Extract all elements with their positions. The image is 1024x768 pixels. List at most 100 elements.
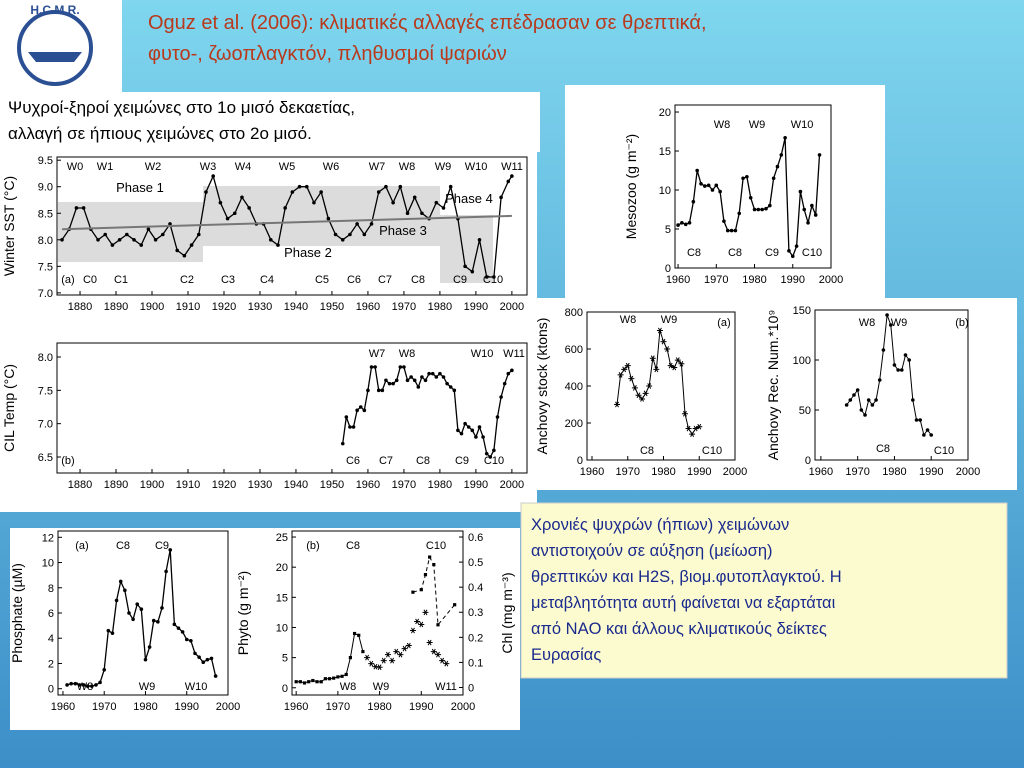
point (434, 200, 439, 205)
x-tick-label: 1990 (919, 466, 943, 478)
point (463, 264, 467, 269)
point (477, 238, 482, 242)
annotation: C10 (934, 445, 954, 457)
note-text: μεταβλητότητα αυτή φαίνεται να εξαρτάται (531, 594, 836, 612)
point (380, 388, 385, 393)
annotation: W11 (435, 681, 457, 693)
subtitle: αλλαγή σε ήπιους χειμώνες στο 2ο μισό. (8, 124, 312, 143)
y-tick-label: 0 (48, 684, 54, 696)
x-tick-label: 2000 (500, 479, 524, 491)
point (813, 213, 818, 217)
annotation: C9 (455, 455, 469, 467)
annotation: C7 (378, 274, 392, 286)
point (463, 421, 467, 426)
note-box (520, 502, 1008, 679)
point (319, 680, 323, 684)
point (660, 338, 667, 345)
point (348, 232, 352, 237)
point (240, 195, 244, 200)
point (771, 176, 776, 181)
point (384, 651, 391, 658)
annotation: (a) (75, 540, 88, 552)
point (225, 216, 230, 221)
point (470, 428, 475, 433)
x-tick-label: 1920 (212, 301, 236, 313)
point (376, 388, 381, 393)
annotation: C9 (453, 274, 467, 286)
series-line (61, 174, 513, 278)
point (617, 372, 624, 378)
point (139, 607, 144, 612)
x-tick-label: 1990 (174, 701, 198, 713)
point (768, 203, 772, 208)
y-tick-label: 15 (276, 592, 288, 604)
annotation: W7 (369, 348, 386, 360)
annotation: W10 (471, 348, 494, 360)
point (674, 357, 681, 363)
y-tick-label: 25 (276, 532, 288, 544)
point (441, 206, 446, 210)
point (384, 378, 388, 383)
point (336, 675, 340, 679)
x-tick-label: 1970 (704, 274, 728, 286)
annotation: W8 (620, 314, 637, 326)
y-tick-label: 10 (659, 185, 671, 197)
point (459, 431, 464, 436)
point (180, 630, 185, 634)
y-tick-label: 800 (565, 307, 583, 319)
point (344, 672, 348, 677)
point (391, 200, 395, 205)
x-tick-label: 1990 (781, 274, 805, 286)
point (783, 135, 787, 140)
point (653, 366, 660, 373)
annotation: C8 (116, 540, 130, 552)
point (405, 211, 410, 216)
point (671, 364, 678, 371)
point (389, 657, 396, 664)
annotation: C8 (728, 247, 742, 259)
annotation: C10 (426, 540, 446, 552)
point (642, 390, 649, 397)
series-line (61, 214, 512, 231)
annotation: C6 (346, 455, 360, 467)
y-tick-label: 20 (659, 107, 671, 119)
point (268, 238, 273, 242)
x-tick-label: 1970 (392, 479, 416, 491)
point (184, 637, 189, 642)
point (340, 441, 345, 446)
point (510, 368, 514, 373)
y-tick-label: 50 (799, 405, 811, 417)
point (153, 238, 158, 242)
x-tick-label: 1960 (356, 301, 380, 313)
annotation: C9 (155, 540, 169, 552)
point (411, 590, 415, 594)
point (477, 425, 482, 429)
point (706, 183, 711, 188)
point (189, 638, 193, 643)
title: Oguz et al. (2006): κλιματικές αλλαγές ε… (148, 12, 707, 34)
annotation: Phase 1 (116, 180, 164, 195)
y-tick-label: 5 (282, 653, 288, 665)
point (676, 223, 680, 227)
point (432, 563, 436, 567)
point (922, 433, 926, 437)
annotation: C10 (484, 455, 504, 467)
x-tick-label: 1890 (104, 479, 128, 491)
phase-shade (440, 215, 493, 283)
point (687, 220, 692, 225)
x-tick-label: 1960 (284, 701, 308, 713)
point (911, 398, 915, 402)
point (132, 238, 136, 242)
annotation: C8 (876, 443, 890, 455)
point (488, 455, 493, 459)
point (409, 627, 416, 634)
point (218, 200, 223, 205)
point (393, 648, 400, 655)
y-tick-label: 10 (276, 622, 288, 634)
point (131, 617, 135, 622)
annotation: C6 (347, 274, 361, 286)
plot-frame (674, 104, 832, 269)
point (213, 674, 218, 678)
point (646, 383, 653, 389)
point (499, 395, 503, 399)
